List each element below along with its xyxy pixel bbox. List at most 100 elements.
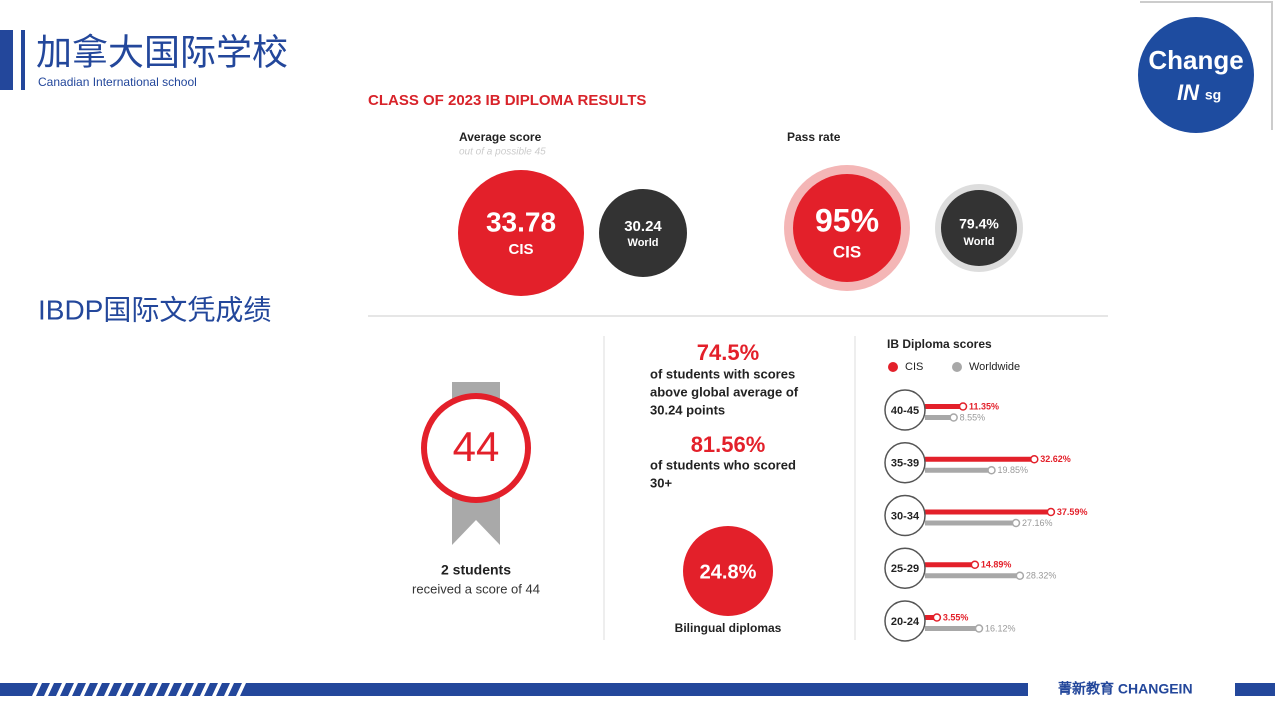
- stripe: [92, 683, 102, 696]
- cis-pass-circle: [793, 174, 901, 282]
- value-label: 27.16%: [1022, 518, 1053, 528]
- world-pass-label: World: [964, 236, 995, 248]
- value-label: 14.89%: [981, 560, 1012, 570]
- cis-pass-label: CIS: [833, 242, 861, 261]
- category-label: 30-34: [891, 510, 920, 522]
- bilingual-label: Bilingual diplomas: [675, 621, 782, 635]
- category-circle: [884, 494, 926, 537]
- value-label: 37.59%: [1057, 507, 1088, 517]
- stat-value: 81.56%: [691, 432, 766, 457]
- logo-region: sg: [1205, 87, 1221, 103]
- legend-label: CIS: [905, 361, 923, 373]
- header-bar: [0, 30, 13, 90]
- legend-marker: [952, 362, 962, 372]
- stripe: [224, 683, 234, 696]
- bar: [925, 509, 1051, 515]
- value-label: 32.62%: [1040, 454, 1071, 464]
- footer-block: [1235, 683, 1275, 696]
- value-label: 3.55%: [943, 612, 969, 622]
- footer-band: [0, 683, 1028, 696]
- stripe: [128, 683, 138, 696]
- world-pass-circle: [941, 190, 1017, 266]
- stripe: [68, 683, 78, 696]
- stripe: [104, 683, 114, 696]
- top-score-count: 2 students: [441, 562, 511, 578]
- bar-end: [1030, 455, 1039, 464]
- stripe: [56, 683, 66, 696]
- infographic-title: CLASS OF 2023 IB DIPLOMA RESULTS: [368, 92, 646, 109]
- category-circle: [884, 547, 926, 589]
- bar-end: [958, 402, 968, 411]
- category-circle: [884, 389, 926, 431]
- category-label: 40-45: [891, 405, 919, 417]
- footer-stripes: [32, 683, 246, 696]
- bar-end: [970, 560, 980, 569]
- bar-end: [932, 613, 942, 622]
- bar-end: [987, 466, 996, 475]
- stripe: [200, 683, 210, 696]
- stripe: [32, 683, 42, 696]
- stat-text: of students who scored: [650, 457, 796, 472]
- bar-end: [949, 413, 958, 422]
- value-label: 28.32%: [1026, 571, 1057, 581]
- bar: [925, 626, 980, 631]
- top-score-value: 44: [453, 423, 500, 470]
- logo-frame: [1140, 1, 1273, 130]
- cis-pass-value: 95%: [815, 202, 879, 238]
- logo-word: Change: [1148, 45, 1243, 75]
- stripe: [80, 683, 90, 696]
- cis-average-label: CIS: [508, 241, 533, 258]
- legend-marker: [888, 362, 898, 372]
- header-title: 加拿大国际学校: [36, 32, 288, 73]
- bar-end: [974, 624, 984, 633]
- bar: [925, 520, 1016, 526]
- cis-average-circle: [458, 170, 584, 296]
- category-label: 35-39: [891, 458, 919, 470]
- stripe: [212, 683, 222, 696]
- world-average-circle: [599, 189, 687, 277]
- stripe: [236, 683, 246, 696]
- stat-text: above global average of: [650, 384, 799, 399]
- bar: [925, 467, 992, 473]
- ribbon-medal: [421, 393, 531, 503]
- bar: [925, 404, 964, 409]
- header-bar: [21, 30, 25, 90]
- logo-circle: [1138, 17, 1254, 133]
- chart-title: IB Diploma scores: [887, 337, 992, 351]
- value-label: 19.85%: [997, 465, 1028, 475]
- bar: [925, 562, 975, 568]
- section-title: IBDP国际文凭成绩: [38, 294, 271, 325]
- pass-rate-label: Pass rate: [787, 130, 841, 144]
- stripe: [140, 683, 150, 696]
- category-circle: [884, 442, 926, 484]
- cis-average-value: 33.78: [486, 206, 556, 237]
- stripe: [188, 683, 198, 696]
- stripe: [176, 683, 186, 696]
- value-label: 8.55%: [960, 412, 986, 422]
- footer-brand: 菁新教育 CHANGEIN: [1058, 681, 1193, 697]
- stat-text: of students with scores: [650, 366, 795, 381]
- stripe: [152, 683, 162, 696]
- top-score-caption: received a score of 44: [412, 581, 540, 596]
- stripe: [116, 683, 126, 696]
- bar: [925, 615, 937, 620]
- average-score-label: Average score: [459, 130, 542, 144]
- bar: [925, 573, 1020, 579]
- category-circle: [884, 600, 926, 642]
- value-label: 11.35%: [969, 401, 999, 411]
- average-score-note: out of a possible 45: [459, 147, 546, 158]
- bar: [925, 456, 1035, 462]
- category-label: 20-24: [891, 616, 920, 628]
- bar-end: [1046, 507, 1056, 517]
- stripe: [164, 683, 174, 696]
- stat-value: 74.5%: [697, 340, 759, 365]
- stripe: [44, 683, 54, 696]
- bar-end: [1015, 571, 1025, 580]
- stat-text: 30+: [650, 475, 672, 490]
- header-subtitle: Canadian International school: [38, 75, 197, 89]
- world-average-value: 30.24: [624, 218, 662, 235]
- category-label: 25-29: [891, 563, 919, 575]
- bar-end: [1011, 518, 1021, 528]
- bilingual-circle: [683, 526, 773, 616]
